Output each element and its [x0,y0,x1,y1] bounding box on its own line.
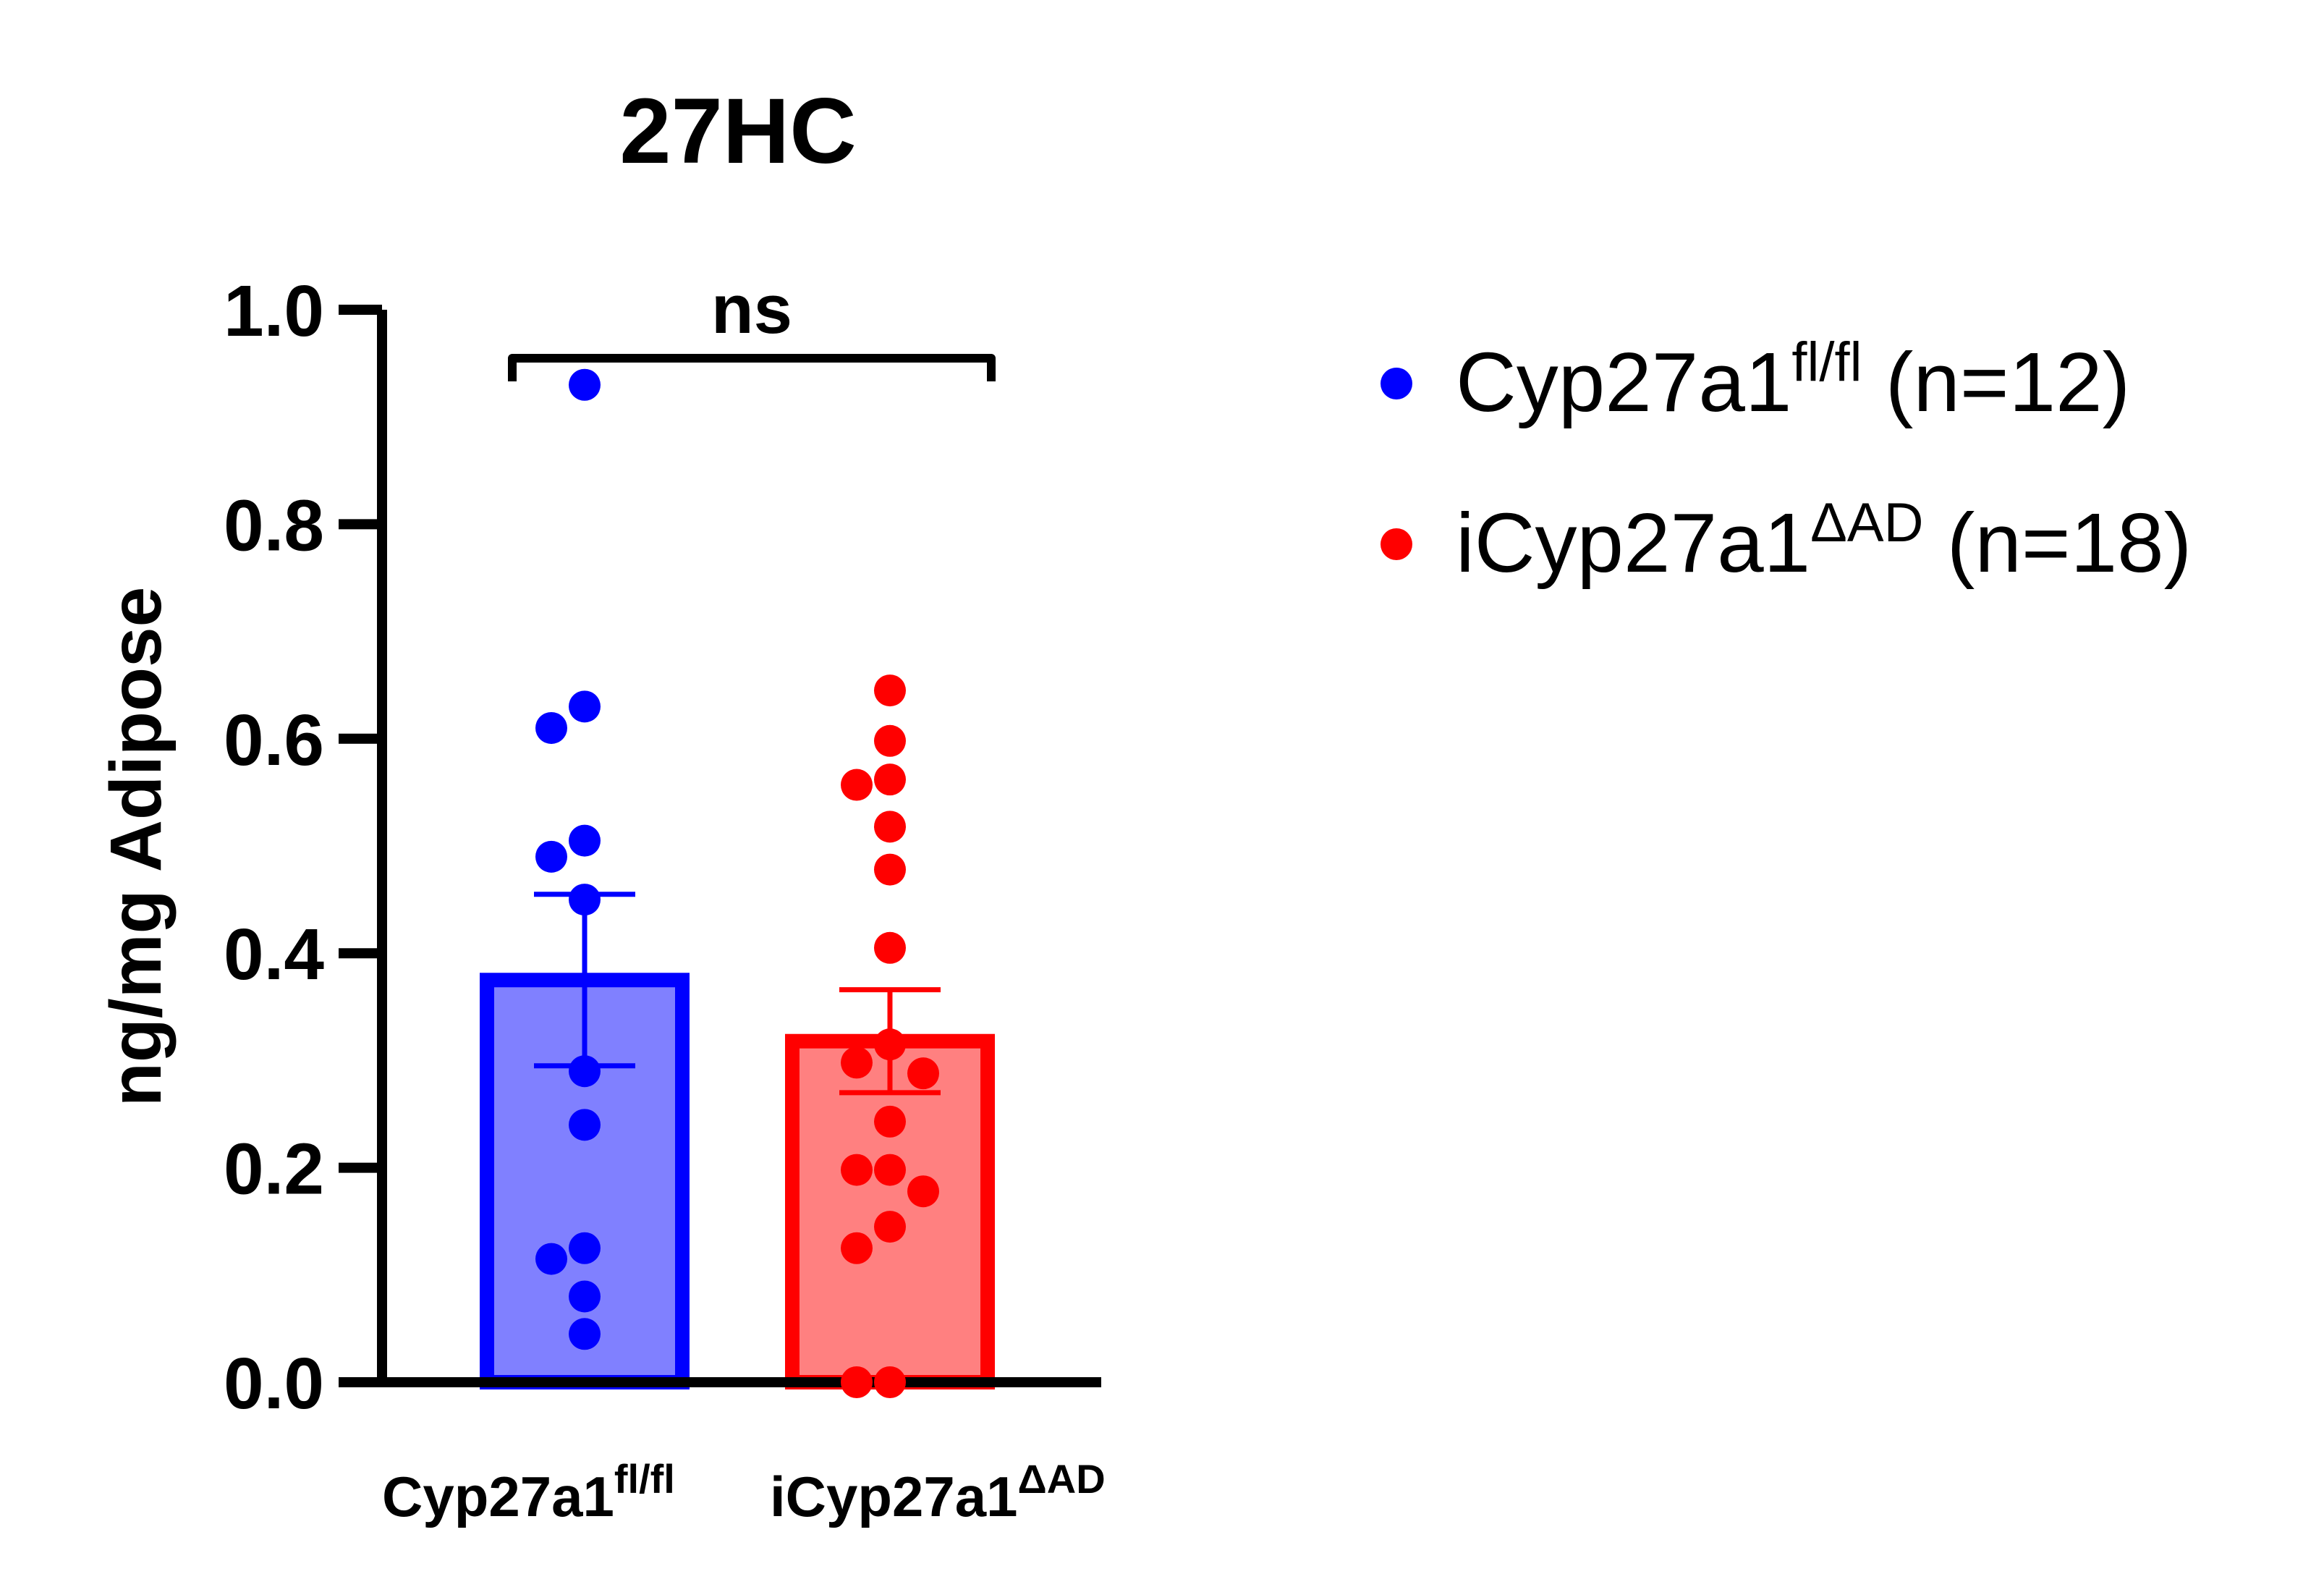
data-point-1-4 [874,811,906,843]
data-point-1-13 [907,1175,939,1208]
legend-item-1: iCyp27a1ΔAD (n=18) [1381,492,2192,590]
data-point-0-0 [569,368,601,401]
significance-label: ns [711,271,792,348]
data-point-1-17 [841,1366,873,1398]
data-point-0-9 [535,1243,567,1275]
data-point-1-1 [874,724,906,757]
data-point-0-2 [535,711,567,744]
data-point-1-10 [874,1105,906,1138]
y-tick-label-3: 0.6 [224,700,324,781]
data-point-0-6 [569,1055,601,1088]
legend-label-1: iCyp27a1ΔAD (n=18) [1456,492,2192,590]
data-point-1-11 [874,1154,906,1186]
legend-marker-1 [1381,528,1412,560]
data-point-1-8 [841,1046,873,1079]
plot-area: 0.0 0.2 0.4 0.6 0.8 1.0 ns Cyp27a1fl/fl iCyp27a1… [224,271,1106,1528]
y-tick-label-5: 1.0 [224,271,324,352]
data-point-1-2 [874,763,906,796]
legend-marker-0 [1381,368,1412,399]
data-point-1-14 [874,1211,906,1243]
significance-bracket [508,354,996,381]
data-point-1-12 [841,1154,873,1186]
legend-item-0: Cyp27a1fl/fl (n=12) [1381,331,2130,429]
x-tick-label-1: iCyp27a1ΔAD [770,1456,1106,1528]
legend-label-0: Cyp27a1fl/fl (n=12) [1456,331,2130,429]
data-point-0-10 [569,1280,601,1313]
data-point-1-7 [874,1028,906,1061]
data-point-1-5 [874,853,906,886]
y-axis-label: ng/mg Adipose [96,587,177,1107]
y-tick-label-0: 0.0 [224,1343,324,1424]
data-point-0-11 [569,1318,601,1350]
data-point-1-6 [874,931,906,964]
data-point-1-15 [841,1232,873,1264]
data-point-0-5 [569,884,601,916]
data-point-0-8 [569,1232,601,1264]
y-tick-label-1: 0.2 [224,1129,324,1210]
data-point-0-7 [569,1109,601,1141]
data-point-1-16 [874,1366,906,1398]
y-tick-label-2: 0.4 [224,914,324,995]
x-tick-label-0: Cyp27a1fl/fl [382,1456,675,1528]
data-point-0-4 [535,840,567,873]
y-tick-label-4: 0.8 [224,485,324,566]
data-point-0-3 [569,824,601,857]
data-point-1-9 [907,1057,939,1090]
legend: Cyp27a1fl/fl (n=12) iCyp27a1ΔAD (n=18) [1381,331,2192,590]
data-point-0-1 [569,690,601,723]
chart-title: 27HC [619,80,856,183]
data-point-1-0 [874,674,906,707]
data-point-1-3 [841,769,873,801]
